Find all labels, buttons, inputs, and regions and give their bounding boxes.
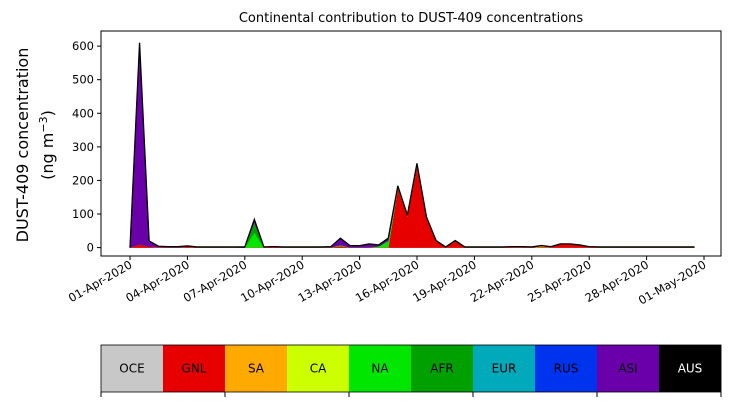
legend-label-gnl: GNL	[182, 362, 207, 376]
y-tick-label: 300	[72, 140, 94, 154]
y-tick-label: 500	[72, 73, 94, 87]
x-tick-label: 10-Apr-2020	[238, 257, 307, 305]
x-tick-label: 01-Apr-2020	[66, 257, 135, 305]
legend-swatch-eur	[473, 345, 536, 392]
y-axis-label-unit: (ng m	[38, 133, 57, 180]
legend-swatch-aus	[659, 345, 722, 392]
total-outline	[129, 42, 695, 248]
y-tick-label: 200	[72, 173, 94, 187]
x-tick-label: 25-Apr-2020	[525, 257, 594, 305]
y-axis-label-exponent: −3	[37, 116, 50, 132]
x-tick-label: 07-Apr-2020	[181, 257, 250, 305]
chart-title: Continental contribution to DUST-409 con…	[239, 11, 584, 26]
legend-swatch-asi	[597, 345, 660, 392]
area-layers	[129, 42, 695, 249]
y-axis-label-line2: (ng m−3)	[37, 110, 58, 180]
legend-label-afr: AFR	[430, 362, 453, 376]
legend-label-ca: CA	[310, 362, 327, 376]
y-axis-label-close: )	[38, 110, 57, 116]
y-tick-label: 400	[72, 106, 94, 120]
x-tick-label: 16-Apr-2020	[353, 257, 422, 305]
legend-swatch-ca	[287, 345, 350, 392]
legend-label-rus: RUS	[554, 362, 579, 376]
x-axis: 01-Apr-202004-Apr-202007-Apr-202010-Apr-…	[66, 256, 709, 307]
area-series-gnl	[129, 165, 695, 248]
legend-swatch-gnl	[163, 345, 226, 392]
legend-swatch-oce	[101, 345, 164, 392]
legend-swatch-na	[349, 345, 412, 392]
y-tick-label: 100	[72, 207, 94, 221]
plot-frame	[100, 30, 722, 257]
legend-label-oce: OCE	[119, 362, 144, 376]
x-tick-label: 13-Apr-2020	[296, 257, 365, 305]
legend-swatch-sa	[225, 345, 288, 392]
legend-label-sa: SA	[248, 362, 265, 376]
x-tick-label: 22-Apr-2020	[468, 257, 537, 305]
legend-swatch-rus	[535, 345, 598, 392]
legend-label-aus: AUS	[678, 362, 703, 376]
legend-label-na: NA	[371, 362, 389, 376]
continent-colorbar: OCE GNL SA CA NA AFR EUR RUS ASI AUS	[100, 344, 722, 397]
x-tick-label: 04-Apr-2020	[123, 257, 192, 305]
y-axis: 0 100 200 300 400 500 600	[72, 39, 101, 255]
legend-label-asi: ASI	[618, 362, 637, 376]
y-tick-label: 600	[72, 39, 94, 53]
x-tick-label: 19-Apr-2020	[410, 257, 479, 305]
y-axis-label-line1: DUST-409 concentration	[13, 48, 32, 243]
legend-frame	[100, 344, 722, 393]
legend-swatch-afr	[411, 345, 474, 392]
y-tick-label: 0	[87, 241, 94, 255]
legend-label-eur: EUR	[492, 362, 517, 376]
